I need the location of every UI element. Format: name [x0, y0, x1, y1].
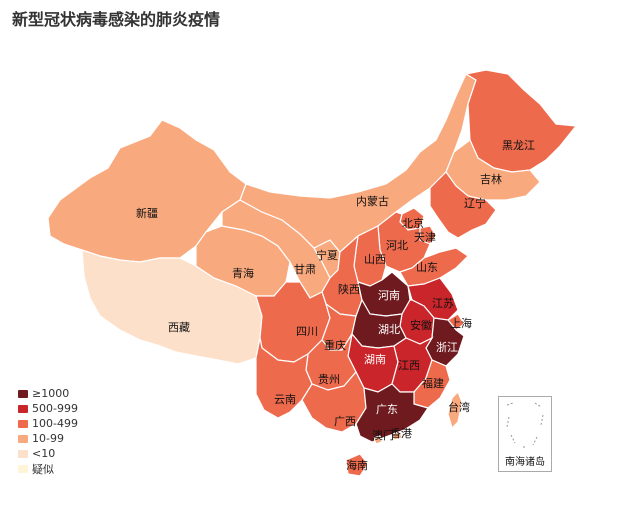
label-shandong: 山东 — [416, 261, 438, 274]
label-guizhou: 贵州 — [318, 373, 340, 386]
region-heilongjiang[interactable] — [464, 69, 578, 173]
legend-label: ≥1000 — [32, 387, 70, 400]
label-hunan: 湖南 — [364, 353, 386, 366]
label-shaanxi: 陕西 — [338, 283, 360, 296]
legend-item-10-99[interactable]: 10-99 — [18, 431, 78, 446]
label-gansu: 甘肃 — [294, 263, 316, 276]
region-taiwan[interactable] — [447, 390, 463, 430]
legend-item-ge1000[interactable]: ≥1000 — [18, 386, 78, 401]
legend-label: 500-999 — [32, 402, 78, 415]
label-shanxi: 山西 — [364, 253, 386, 266]
label-taiwan: 台湾 — [448, 401, 470, 414]
map-title: 新型冠状病毒感染的肺炎疫情 — [12, 10, 221, 29]
region-macau[interactable] — [373, 435, 383, 445]
label-jiangsu: 江苏 — [432, 297, 454, 310]
legend-item-lt10[interactable]: <10 — [18, 446, 78, 461]
label-hongkong: 香港 — [390, 427, 412, 440]
label-shanghai: 上海 — [450, 317, 472, 330]
label-guangdong: 广东 — [376, 403, 398, 416]
label-xinjiang: 新疆 — [136, 207, 158, 220]
legend-label: <10 — [32, 447, 56, 460]
label-xizang: 西藏 — [168, 321, 190, 334]
label-hubei: 湖北 — [378, 323, 400, 336]
region-guangdong[interactable] — [355, 383, 429, 443]
label-tianjin: 天津 — [414, 231, 436, 244]
legend-label: 100-499 — [32, 417, 78, 430]
legend-swatch — [18, 389, 28, 398]
region-hainan[interactable] — [345, 453, 369, 477]
inset-islands — [506, 402, 544, 448]
legend-item-suspected[interactable]: 疑似 — [18, 461, 78, 476]
region-neimenggu[interactable] — [239, 73, 477, 253]
legend-item-500-999[interactable]: 500-999 — [18, 401, 78, 416]
label-ningxia: 宁夏 — [316, 249, 338, 262]
label-fujian: 福建 — [422, 377, 444, 390]
label-hebei: 河北 — [386, 239, 408, 252]
legend-swatch — [18, 449, 28, 458]
region-liaoning[interactable] — [429, 171, 497, 239]
legend-item-100-499[interactable]: 100-499 — [18, 416, 78, 431]
region-hongkong[interactable] — [391, 431, 403, 441]
label-sichuan: 四川 — [296, 325, 318, 338]
label-jilin: 吉林 — [480, 173, 502, 186]
label-beijing: 北京 — [402, 217, 424, 230]
label-chongqing: 重庆 — [324, 339, 346, 352]
label-guangxi: 广西 — [334, 415, 356, 428]
label-henan: 河南 — [378, 289, 400, 302]
region-hebei[interactable] — [377, 211, 431, 273]
label-neimenggu: 内蒙古 — [356, 195, 389, 208]
label-macau: 澳门 — [372, 429, 394, 442]
legend-swatch — [18, 434, 28, 443]
label-jiangxi: 江西 — [398, 359, 420, 372]
label-heilongjiang: 黑龙江 — [502, 139, 535, 152]
label-zhejiang: 浙江 — [436, 341, 458, 354]
inset-label: 南海诸岛 — [505, 457, 545, 468]
south-china-sea-inset: 南海诸岛 — [498, 396, 552, 472]
legend-label: 疑似 — [32, 462, 54, 476]
label-anhui: 安徽 — [410, 319, 432, 332]
legend-swatch — [18, 464, 28, 473]
label-qinghai: 青海 — [232, 267, 254, 280]
label-liaoning: 辽宁 — [464, 197, 486, 210]
legend-swatch — [18, 419, 28, 428]
label-hainan: 海南 — [346, 459, 368, 472]
label-yunnan: 云南 — [274, 393, 296, 406]
legend-label: 10-99 — [32, 432, 64, 445]
region-yunnan[interactable] — [255, 337, 313, 419]
legend: ≥1000 500-999 100-499 10-99 <10 疑似 — [18, 386, 78, 476]
legend-swatch — [18, 404, 28, 413]
